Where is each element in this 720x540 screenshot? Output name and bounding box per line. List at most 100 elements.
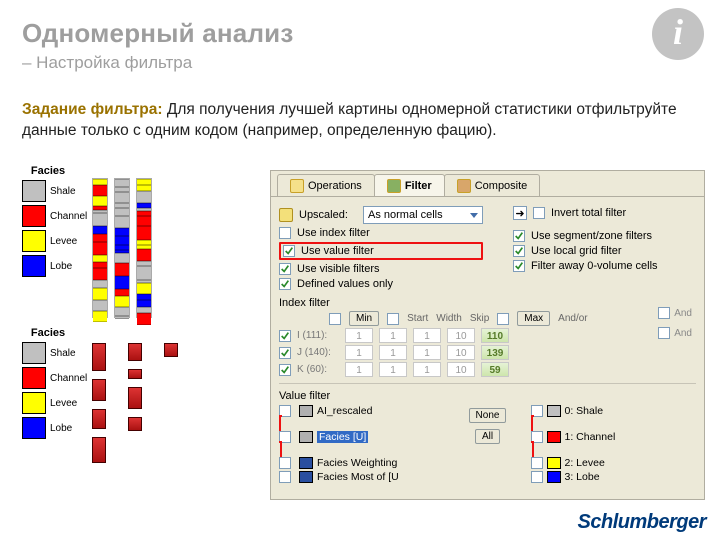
item-label: 0: Shale <box>565 405 604 417</box>
use-value-label: Use value filter <box>301 245 479 257</box>
index-row: I (111):11110110 <box>279 328 696 343</box>
col-start: Start <box>407 313 428 324</box>
vf-left-item[interactable]: Facies Most of [U <box>279 470 445 484</box>
item-icon <box>299 431 313 443</box>
skip-cell[interactable]: 10 <box>447 345 475 360</box>
use-index-label: Use index filter <box>297 227 483 239</box>
start-cell[interactable]: 1 <box>379 345 407 360</box>
item-checkbox[interactable] <box>531 457 543 469</box>
start-cell[interactable]: 1 <box>379 362 407 377</box>
max-button[interactable]: Max <box>517 311 550 326</box>
item-checkbox[interactable] <box>279 431 291 443</box>
index-filter-title: Index filter <box>279 297 696 309</box>
operations-icon <box>290 179 304 193</box>
row-checkbox[interactable] <box>279 364 291 376</box>
all-button[interactable]: All <box>475 429 500 444</box>
vf-left-item[interactable]: Facies Weighting <box>279 456 445 470</box>
row-label: J (140): <box>297 347 339 358</box>
highlighted-item: 1: Channel <box>531 415 697 459</box>
min-button[interactable]: Min <box>349 311 379 326</box>
log-block <box>128 387 142 409</box>
col-andor: And/or <box>558 313 587 324</box>
item-label: Facies Weighting <box>317 457 397 469</box>
width-cell[interactable]: 1 <box>413 345 441 360</box>
log-block <box>128 343 142 361</box>
item-checkbox[interactable] <box>531 431 543 443</box>
use-visible-label: Use visible filters <box>297 263 483 275</box>
tab-label: Composite <box>475 180 528 192</box>
upscaled-value: As normal cells <box>368 209 443 221</box>
description: Задание фильтра: Для получения лучшей ка… <box>22 100 698 142</box>
log-block <box>164 343 178 357</box>
vf-right-item[interactable]: 0: Shale <box>531 404 697 418</box>
vf-right-item[interactable]: 3: Lobe <box>531 470 697 484</box>
start-checkbox[interactable] <box>387 313 399 325</box>
value-filter-title: Value filter <box>279 390 696 402</box>
item-checkbox[interactable] <box>531 471 543 483</box>
tab-operations[interactable]: Operations <box>277 174 375 196</box>
zerovol-checkbox[interactable] <box>513 260 525 272</box>
log-column <box>164 343 178 463</box>
vf-left-item[interactable]: AI_rescaled <box>279 404 445 418</box>
min-cell[interactable]: 1 <box>345 345 373 360</box>
legend-label: Lobe <box>50 261 72 272</box>
legend-row: Lobe <box>22 255 87 277</box>
arrow-icon[interactable]: ➜ <box>513 206 527 220</box>
skip-cell[interactable]: 10 <box>447 362 475 377</box>
start-cell[interactable]: 1 <box>379 328 407 343</box>
skip-cell[interactable]: 10 <box>447 328 475 343</box>
legend-label: Levee <box>50 398 77 409</box>
legend-row: Levee <box>22 392 87 414</box>
item-label: 3: Lobe <box>565 471 600 483</box>
and-checkbox[interactable] <box>658 307 670 319</box>
log-block <box>92 437 106 463</box>
max-cell[interactable]: 139 <box>481 345 509 360</box>
vf-right-item[interactable]: 1: Channel <box>531 430 697 444</box>
upscaled-icon <box>279 208 293 222</box>
segzone-checkbox[interactable] <box>513 230 525 242</box>
invert-checkbox[interactable] <box>533 207 545 219</box>
legend-label: Channel <box>50 373 87 384</box>
width-cell[interactable]: 1 <box>413 328 441 343</box>
log-block <box>92 409 106 429</box>
vf-right-item[interactable]: 2: Levee <box>531 456 697 470</box>
use-index-checkbox[interactable] <box>279 227 291 239</box>
defined-only-checkbox[interactable] <box>279 278 291 290</box>
max-cell[interactable]: 59 <box>481 362 509 377</box>
value-filter-left-list: AI_rescaled Facies [U] Facies WeightingFac… <box>279 404 445 484</box>
min-cell[interactable]: 1 <box>345 362 373 377</box>
and-checkbox[interactable] <box>658 327 670 339</box>
min-cell[interactable]: 1 <box>345 328 373 343</box>
upscaled-select[interactable]: As normal cells <box>363 206 483 224</box>
upscaled-row: Upscaled: As normal cells <box>279 206 483 224</box>
col-width: Width <box>436 313 462 324</box>
localgrid-label: Use local grid filter <box>531 245 696 257</box>
row-checkbox[interactable] <box>279 347 291 359</box>
col-skip: Skip <box>470 313 489 324</box>
use-value-highlight: Use value filter <box>279 242 483 260</box>
width-cell[interactable]: 1 <box>413 362 441 377</box>
color-swatch <box>547 405 561 417</box>
item-checkbox[interactable] <box>279 471 291 483</box>
log-column <box>92 343 106 463</box>
item-checkbox[interactable] <box>279 457 291 469</box>
use-value-checkbox[interactable] <box>283 245 295 257</box>
facies-legend-top: Facies ShaleChannelLeveeLobe <box>22 165 87 280</box>
localgrid-checkbox[interactable] <box>513 245 525 257</box>
swatch <box>22 342 46 364</box>
tab-filter[interactable]: Filter <box>374 174 445 196</box>
none-button[interactable]: None <box>469 408 507 423</box>
row-checkbox[interactable] <box>279 330 291 342</box>
description-lead: Задание фильтра: <box>22 101 163 118</box>
max-cell[interactable]: 110 <box>481 328 509 343</box>
log-block <box>128 369 142 379</box>
tab-composite[interactable]: Composite <box>444 174 541 196</box>
tab-label: Operations <box>308 180 362 192</box>
use-visible-checkbox[interactable] <box>279 263 291 275</box>
swatch <box>22 205 46 227</box>
min-checkbox[interactable] <box>329 313 341 325</box>
strip-log <box>114 178 130 318</box>
max-checkbox[interactable] <box>497 313 509 325</box>
upscaled-label: Upscaled: <box>299 209 357 221</box>
vf-left-item[interactable]: Facies [U] <box>279 430 445 444</box>
